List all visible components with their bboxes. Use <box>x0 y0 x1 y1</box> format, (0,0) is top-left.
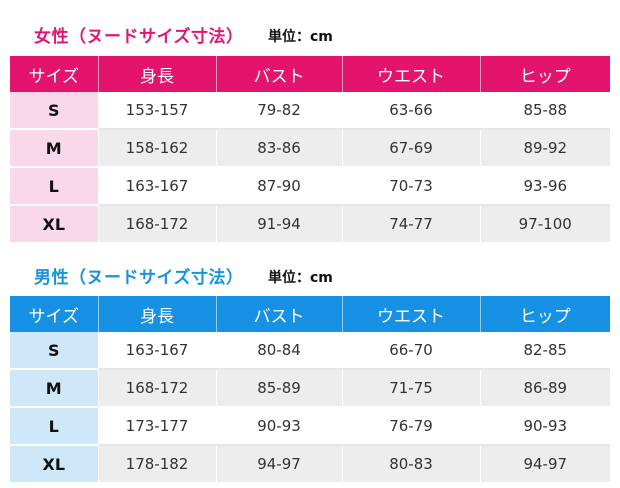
column-header-height: 身長 <box>97 56 216 92</box>
height-cell: 153-157 <box>97 92 216 130</box>
column-header-bust: バスト <box>215 296 342 332</box>
men-heading: 男性（ヌードサイズ寸法） 単位：cm <box>0 250 620 306</box>
hip-cell: 90-93 <box>479 407 610 446</box>
waist-cell: 74-77 <box>341 205 480 244</box>
women-size-section: 女性（ヌードサイズ寸法） 単位：cm サイズ 身長 バスト ウエスト ヒップ S… <box>0 0 620 244</box>
column-header-hip: ヒップ <box>479 296 610 332</box>
size-cell: M <box>10 369 98 408</box>
bust-cell: 79-82 <box>215 92 342 130</box>
bust-cell: 80-84 <box>215 332 342 370</box>
waist-cell: 66-70 <box>341 332 480 370</box>
waist-cell: 67-69 <box>341 129 480 168</box>
table-row: M 158-162 83-86 67-69 89-92 <box>10 129 610 168</box>
table-row: L 173-177 90-93 76-79 90-93 <box>10 407 610 446</box>
table-row: XL 168-172 91-94 74-77 97-100 <box>10 205 610 244</box>
women-header-row: サイズ 身長 バスト ウエスト ヒップ <box>10 56 610 92</box>
hip-cell: 82-85 <box>479 332 610 370</box>
size-cell: M <box>10 129 98 168</box>
height-cell: 173-177 <box>97 407 216 446</box>
size-cell: L <box>10 407 98 446</box>
height-cell: 178-182 <box>97 445 216 484</box>
hip-cell: 89-92 <box>479 129 610 168</box>
women-unit-label: 単位：cm <box>268 29 333 45</box>
height-cell: 168-172 <box>97 369 216 408</box>
size-cell: L <box>10 167 98 206</box>
hip-cell: 94-97 <box>479 445 610 484</box>
men-unit-label: 単位：cm <box>268 270 333 286</box>
column-header-size: サイズ <box>10 296 98 332</box>
waist-cell: 71-75 <box>341 369 480 408</box>
bust-cell: 83-86 <box>215 129 342 168</box>
height-cell: 168-172 <box>97 205 216 244</box>
men-header-row: サイズ 身長 バスト ウエスト ヒップ <box>10 296 610 332</box>
bust-cell: 90-93 <box>215 407 342 446</box>
women-heading: 女性（ヌードサイズ寸法） 単位：cm <box>0 0 620 56</box>
women-size-table: サイズ 身長 バスト ウエスト ヒップ S 153-157 79-82 63-6… <box>10 56 610 244</box>
waist-cell: 80-83 <box>341 445 480 484</box>
column-header-bust: バスト <box>215 56 342 92</box>
hip-cell: 85-88 <box>479 92 610 130</box>
bust-cell: 87-90 <box>215 167 342 206</box>
height-cell: 163-167 <box>97 167 216 206</box>
height-cell: 163-167 <box>97 332 216 370</box>
hip-cell: 93-96 <box>479 167 610 206</box>
table-row: XL 178-182 94-97 80-83 94-97 <box>10 445 610 484</box>
size-cell: XL <box>10 445 98 484</box>
waist-cell: 70-73 <box>341 167 480 206</box>
column-header-height: 身長 <box>97 296 216 332</box>
men-size-title: 男性（ヌードサイズ寸法） <box>34 268 244 288</box>
column-header-waist: ウエスト <box>341 296 480 332</box>
table-row: L 163-167 87-90 70-73 93-96 <box>10 167 610 206</box>
table-row: S 153-157 79-82 63-66 85-88 <box>10 92 610 130</box>
column-header-hip: ヒップ <box>479 56 610 92</box>
bust-cell: 85-89 <box>215 369 342 408</box>
hip-cell: 86-89 <box>479 369 610 408</box>
size-cell: XL <box>10 205 98 244</box>
bust-cell: 94-97 <box>215 445 342 484</box>
size-cell: S <box>10 332 98 370</box>
waist-cell: 76-79 <box>341 407 480 446</box>
hip-cell: 97-100 <box>479 205 610 244</box>
men-size-section: 男性（ヌードサイズ寸法） 単位：cm サイズ 身長 バスト ウエスト ヒップ S… <box>0 250 620 484</box>
bust-cell: 91-94 <box>215 205 342 244</box>
table-row: S 163-167 80-84 66-70 82-85 <box>10 332 610 370</box>
waist-cell: 63-66 <box>341 92 480 130</box>
table-row: M 168-172 85-89 71-75 86-89 <box>10 369 610 408</box>
women-size-title: 女性（ヌードサイズ寸法） <box>34 27 244 47</box>
men-size-table: サイズ 身長 バスト ウエスト ヒップ S 163-167 80-84 66-7… <box>10 296 610 484</box>
size-cell: S <box>10 92 98 130</box>
column-header-waist: ウエスト <box>341 56 480 92</box>
height-cell: 158-162 <box>97 129 216 168</box>
column-header-size: サイズ <box>10 56 98 92</box>
